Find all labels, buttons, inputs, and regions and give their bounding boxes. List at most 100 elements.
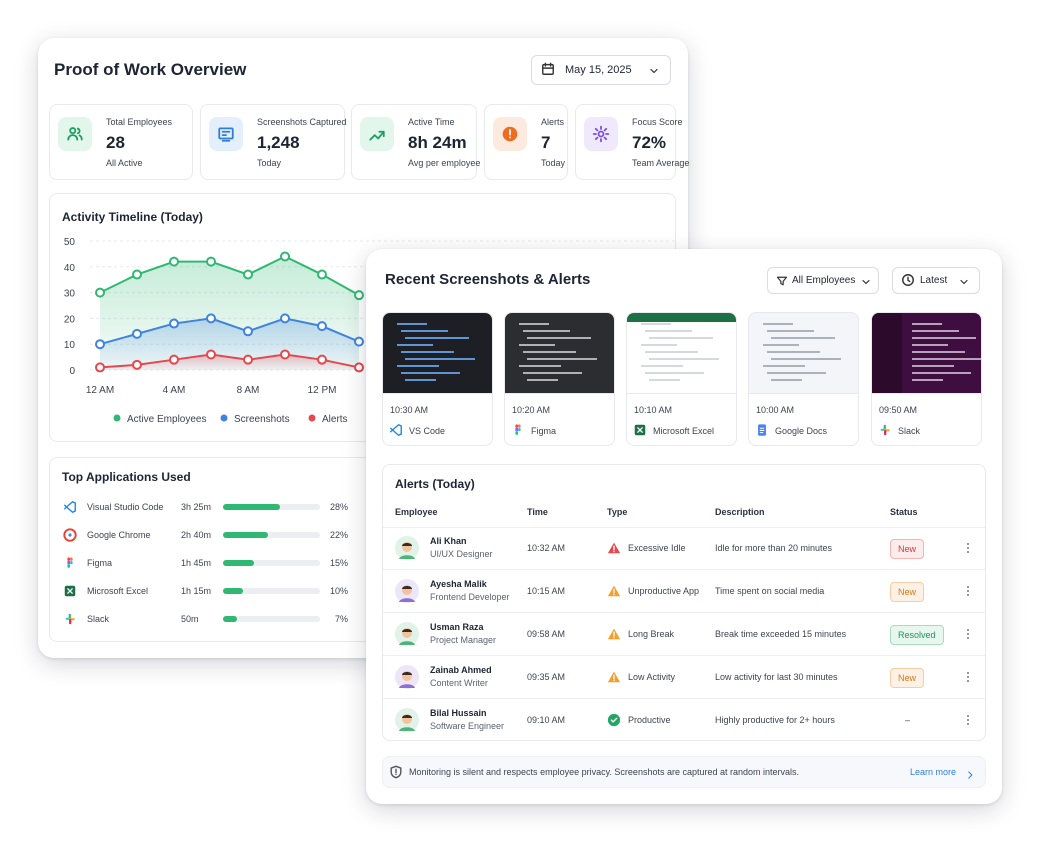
decor bbox=[218, 127, 234, 140]
employee-name: Ayesha Malik bbox=[430, 579, 487, 589]
point bbox=[95, 339, 105, 350]
thumb-line bbox=[523, 351, 576, 353]
alert-time: 10:15 AM bbox=[527, 586, 566, 596]
point bbox=[354, 336, 364, 347]
thumb-line bbox=[397, 365, 439, 367]
app-name: Visual Studio Code bbox=[87, 502, 164, 512]
decor bbox=[390, 765, 402, 779]
thumb-line bbox=[519, 344, 555, 346]
type-icon bbox=[607, 713, 621, 727]
decor bbox=[402, 586, 412, 589]
decor bbox=[776, 276, 788, 286]
status-badge: Resolved bbox=[890, 625, 944, 645]
alert-description: Idle for more than 20 minutes bbox=[715, 543, 833, 553]
screenshot-app: Microsoft Excel bbox=[653, 426, 715, 436]
decor bbox=[967, 629, 969, 631]
legend-label: Screenshots bbox=[234, 414, 290, 425]
alert-type: Productive bbox=[628, 715, 671, 725]
menu-dots bbox=[967, 543, 969, 553]
thumb-line bbox=[912, 330, 959, 332]
y-tick-label: 0 bbox=[69, 366, 75, 377]
decor bbox=[650, 68, 658, 74]
decor bbox=[517, 428, 521, 431]
row-menu[interactable] bbox=[963, 584, 973, 598]
stat-icon bbox=[209, 117, 243, 151]
point bbox=[317, 321, 327, 332]
app-share: 7% bbox=[334, 614, 348, 624]
sort-button[interactable] bbox=[892, 267, 980, 294]
x-tick-label: 4 AM bbox=[163, 385, 186, 396]
type-icon bbox=[607, 670, 621, 684]
menu-dots bbox=[967, 629, 969, 639]
screenshot-time: 10:00 AM bbox=[756, 405, 795, 415]
point bbox=[354, 290, 364, 301]
avatar-face bbox=[399, 714, 415, 731]
decor bbox=[67, 557, 70, 561]
stat-icon bbox=[493, 117, 527, 151]
filter-label: All Employees bbox=[792, 275, 856, 286]
decor bbox=[542, 63, 554, 75]
decor bbox=[960, 279, 968, 285]
date-picker[interactable] bbox=[531, 55, 671, 85]
date-label: May 15, 2025 bbox=[565, 64, 632, 76]
stat-note: Today bbox=[257, 158, 282, 168]
row-menu[interactable] bbox=[963, 541, 973, 555]
column-header: Employee bbox=[395, 507, 438, 517]
stat-note: Today bbox=[541, 158, 566, 168]
decor bbox=[967, 676, 969, 678]
employee-role: Software Engineer bbox=[430, 721, 505, 731]
learn-more[interactable]: Learn more bbox=[910, 767, 957, 777]
thumb-line bbox=[401, 351, 454, 353]
thumb-line bbox=[641, 365, 683, 367]
thumb-line bbox=[519, 323, 549, 325]
avatar-face bbox=[399, 671, 415, 688]
column-header: Description bbox=[715, 507, 765, 517]
decor bbox=[607, 542, 621, 554]
decor bbox=[67, 560, 70, 565]
chevron bbox=[958, 275, 970, 287]
row-menu[interactable] bbox=[963, 713, 973, 727]
row-divider bbox=[383, 655, 985, 656]
app-icon bbox=[63, 500, 77, 514]
alerts-panel bbox=[382, 464, 986, 741]
stat-value: 28 bbox=[106, 133, 125, 152]
screenshot-app: Google Docs bbox=[775, 426, 828, 436]
thumb-sidebar bbox=[872, 313, 902, 393]
clock-icon bbox=[901, 273, 915, 287]
app-name: Slack bbox=[87, 614, 110, 624]
decor bbox=[69, 561, 73, 564]
point bbox=[95, 287, 105, 298]
decor bbox=[63, 528, 77, 542]
employee-name: Usman Raza bbox=[430, 622, 484, 632]
decor bbox=[967, 594, 969, 596]
decor bbox=[69, 619, 72, 625]
row-menu[interactable] bbox=[963, 627, 973, 641]
row-divider bbox=[383, 698, 985, 699]
point bbox=[317, 354, 327, 365]
thumb-line bbox=[641, 344, 677, 346]
decor bbox=[884, 430, 887, 436]
decor bbox=[607, 628, 621, 640]
decor bbox=[967, 680, 969, 682]
screenshot-app: VS Code bbox=[409, 426, 446, 436]
decor bbox=[597, 130, 605, 138]
usage-bar bbox=[223, 504, 281, 510]
row-menu[interactable] bbox=[963, 670, 973, 684]
decor bbox=[776, 276, 788, 286]
avatar bbox=[395, 536, 419, 560]
alert-time: 09:35 AM bbox=[527, 672, 566, 682]
decor bbox=[967, 719, 969, 721]
decor bbox=[402, 672, 412, 675]
app-time: 1h 15m bbox=[181, 586, 212, 596]
point bbox=[132, 328, 142, 339]
alert-type: Unproductive App bbox=[628, 586, 700, 596]
filter-button[interactable] bbox=[767, 267, 879, 294]
thumb-line bbox=[397, 344, 433, 346]
decor bbox=[902, 274, 914, 286]
area bbox=[100, 354, 359, 370]
decor bbox=[218, 127, 234, 142]
status-badge: New bbox=[890, 539, 925, 559]
thumb-line bbox=[645, 351, 698, 353]
thumb-header bbox=[627, 313, 736, 322]
thumb-line bbox=[405, 337, 469, 339]
